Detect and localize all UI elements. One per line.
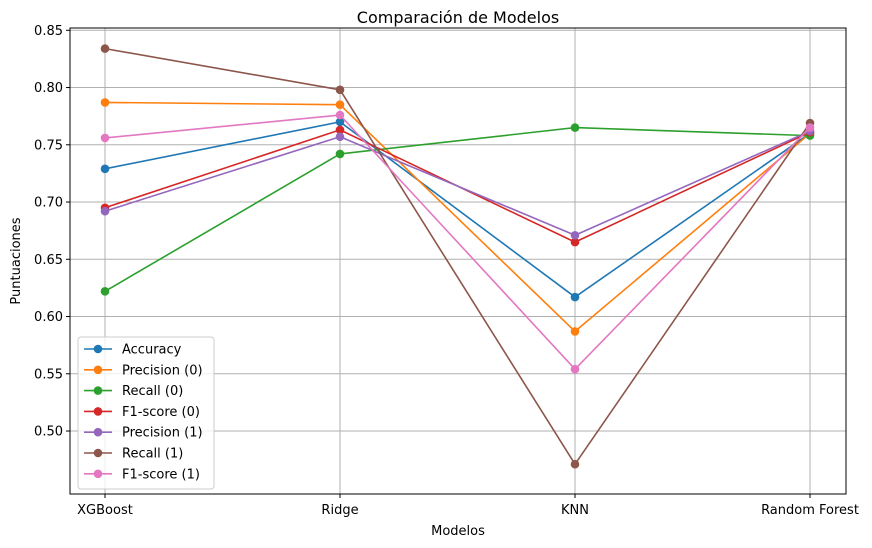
legend: Accuracy Precision (0) Recall (0) F1-score … [77,336,215,490]
legend-label: F1-score (1) [122,467,200,482]
data-point [805,123,815,132]
legend-entry: Precision (1) [84,426,203,441]
legend-entry: Recall (1) [84,447,183,462]
x-tick-label: Ridge [321,503,358,518]
chart-title: Comparación de Modelos [357,8,559,27]
data-point [570,237,580,247]
data-point [570,459,580,469]
data-point [570,123,580,132]
y-tick-label: 0.85 [34,24,63,39]
y-tick-label: 0.50 [34,425,63,440]
x-tick-label: Random Forest [761,503,859,518]
legend-label: Recall (1) [122,447,183,462]
data-point [570,292,580,302]
y-tick-label: 0.65 [34,253,63,268]
data-point [100,133,110,143]
series-lines [100,44,815,469]
legend-entry: F1-score (0) [84,405,200,420]
series-group [100,110,815,374]
data-point [570,230,580,240]
data-point [100,287,110,296]
data-point [335,132,345,142]
series-line [104,47,811,466]
plot-area-frame [69,27,847,495]
data-point [335,149,345,159]
series-group [100,44,815,469]
data-point [335,125,345,135]
x-tick-label: KNN [561,503,589,518]
data-point [100,164,110,174]
legend-marker [93,469,103,479]
legend-entry: Precision (0) [84,363,203,378]
series-line [104,101,811,333]
legend-entry: Accuracy [84,343,182,358]
legend-marker [93,365,103,375]
legend-marker [93,448,103,458]
data-point [100,98,110,107]
y-tick-label: 0.75 [34,138,63,153]
y-tick-label: 0.70 [34,196,63,211]
legend-marker [93,344,103,354]
y-tick-label: 0.60 [34,310,63,325]
legend-label: Recall (0) [122,384,183,399]
data-point [100,206,110,216]
legend-entry: F1-score (1) [84,467,200,482]
series-line [104,130,811,237]
legend-label: Accuracy [122,343,182,358]
series-line [104,126,811,293]
series-line [104,121,811,298]
legend-marker [93,386,103,395]
grid [70,28,846,494]
data-point [100,44,110,53]
series-group [100,126,815,240]
legend-label: F1-score (0) [122,405,200,420]
x-tick-label: XGBoost [77,503,133,518]
data-point [335,85,345,95]
data-point [335,117,345,127]
y-tick-label: 0.55 [34,367,63,382]
legend-marker [93,407,103,416]
legend-marker [93,427,103,437]
x-axis-label: Modelos [431,524,485,539]
y-axis-label: Puntuaciones [9,217,24,304]
data-point [570,327,580,336]
data-point [335,100,345,110]
legend-label: Precision (1) [122,426,203,441]
legend-entry: Recall (0) [84,384,183,399]
legend-box [77,336,215,490]
legend-label: Precision (0) [122,363,203,378]
series-line [104,114,811,371]
data-point [570,364,580,374]
axis-ticks: XGBoost Ridge KNN Random Forest 0.50 0.55 0.60… [34,24,859,518]
data-point [335,110,345,120]
y-tick-label: 0.80 [34,81,63,96]
